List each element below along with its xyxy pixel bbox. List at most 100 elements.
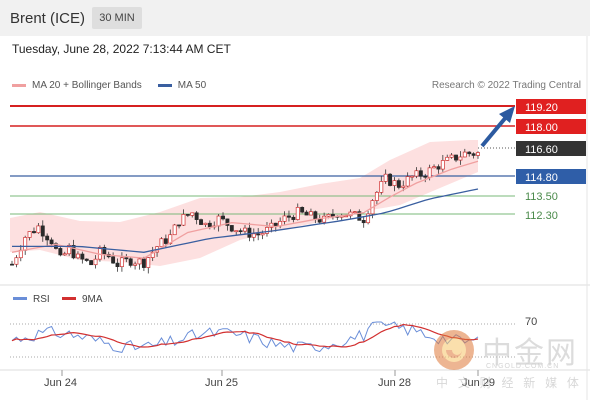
candle-body [115,262,120,268]
candle-body [423,175,428,178]
candle-body [379,181,384,193]
candle-body [401,185,406,188]
candle-body [445,156,450,161]
candle-body [124,257,129,260]
candle-body [238,230,243,233]
candle-body [71,245,76,259]
projection-arrow-head [499,106,515,123]
candle-body [111,256,116,264]
watermark-logo-icon [434,330,474,370]
rsi-level-label: 70 [525,316,537,328]
x-label-jun24: Jun 24 [44,377,77,389]
candle-body [396,180,401,188]
candle-body [304,211,309,216]
legend-ma50: MA 50 [157,80,207,91]
candle-body [361,219,366,224]
price-label-114-80: 114.80 [516,169,586,184]
candle-body [330,214,335,217]
candle-body [344,215,349,218]
ma20-line [11,160,479,259]
svg-text:119.20: 119.20 [525,102,558,114]
ma50-line [12,188,479,253]
candle-body [374,191,379,201]
candle-body [462,151,467,158]
candle-body [137,258,142,265]
candle-body [295,207,300,220]
price-label-116-60: 116.60 [516,141,586,156]
candle-body [172,224,177,236]
candle-body [427,167,432,178]
candle-body [80,253,85,260]
ma50-label: MA 50 [177,80,207,91]
candle-body [159,238,164,248]
candle-body [36,225,41,234]
candle-body [234,230,239,233]
candle-body [150,251,155,258]
ma20-swatch [12,84,26,87]
candle-body [322,215,327,223]
candle-body [251,233,256,238]
candle-body [84,258,89,261]
candle-body [14,257,19,265]
x-label-jun29: Jun 29 [462,377,495,389]
candle-body [32,231,36,234]
candle-body [392,180,397,186]
candle-body [23,237,28,251]
rsi-ma-line [11,323,479,348]
candle-body [243,227,247,232]
copyright: Research © 2022 Trading Central [431,80,581,91]
rsi-line [11,321,479,354]
candle-body [97,246,102,260]
candle-body [265,227,269,234]
ma20-label: MA 20 + Bollinger Bands [32,80,142,91]
candle-body [287,215,291,218]
candle-body [221,215,225,220]
timeframe-button[interactable]: 30 MIN [92,7,142,29]
candle-body [476,152,480,156]
candle-body [256,233,261,236]
candle-body [260,233,265,236]
candle-body [300,207,305,213]
candle-body [352,211,357,214]
candle-body [471,153,476,156]
candle-body [273,222,278,227]
candle-body [326,214,331,217]
candle-body [190,212,195,216]
candle-body [291,216,296,220]
candle-body [247,227,252,238]
candle-body [414,170,419,177]
candle-body [10,263,14,266]
candle-body [405,176,410,187]
projection-arrow-shaft [480,114,509,148]
header-bar: Brent (ICE) 30 MIN [0,0,590,36]
x-label-jun28: Jun 28 [378,377,411,389]
timestamp: Tuesday, June 28, 2022 7:13:44 AM CET [12,42,231,56]
candle-body [216,215,221,227]
candle-body [436,166,441,170]
price-label-113-50: 113.50 [525,191,558,203]
candle-body [62,253,67,256]
candle-body [67,245,72,255]
candle-body [141,258,146,268]
candle-body [269,222,274,228]
candle-body [177,224,182,227]
candle-body [185,214,190,216]
candle-body [229,225,234,232]
watermark-tagline: 中 文 财 经 新 媒 体 [436,376,582,390]
candle-body [467,151,472,155]
candle-body [146,257,151,268]
rsi-swatch [13,297,27,300]
candle-body [313,211,318,220]
x-label-jun25: Jun 25 [205,377,238,389]
instrument-title: Brent (ICE) [10,10,86,27]
candle-body [454,154,458,161]
candle-body [93,258,98,266]
candle-body [366,213,371,224]
price-label-118-00: 118.00 [516,119,586,134]
candle-body [119,257,124,268]
candle-body [225,218,230,226]
candle-body [440,160,445,170]
candle-body [163,238,168,244]
candle-body [207,222,212,228]
